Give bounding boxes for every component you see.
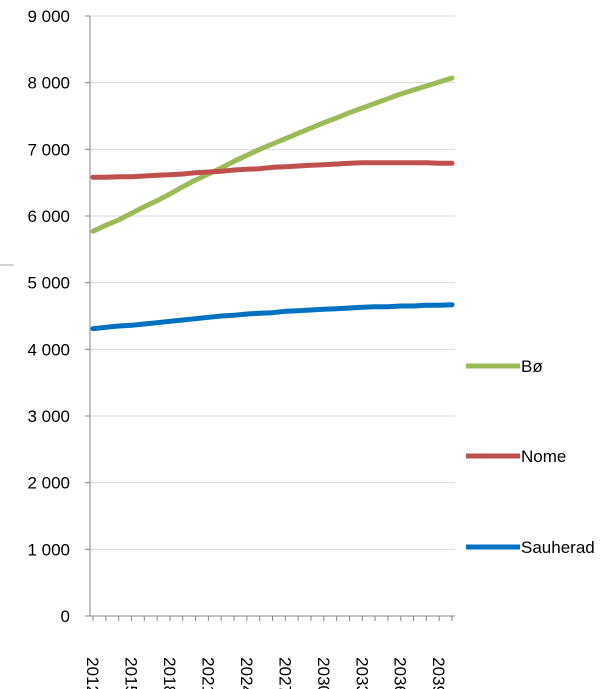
series-line-b- — [90, 75, 455, 234]
x-tick-label: 2021 — [198, 657, 217, 689]
y-tick-label: 4 000 — [27, 340, 70, 359]
y-tick-label: 8 000 — [27, 74, 70, 93]
y-axis-ticks: 0 1 000 2 000 3 000 4 000 5 000 6 000 7 000 8 00… — [27, 7, 90, 626]
x-tick-label: 2030 — [314, 657, 333, 689]
x-tick-label: 2024 — [237, 657, 256, 689]
y-tick-label: 0 — [61, 607, 70, 626]
x-tick-label: 2012 — [83, 657, 102, 689]
x-tick-label: 2033 — [352, 657, 371, 689]
y-tick-label: 1 000 — [27, 540, 70, 559]
x-tick-label: 2018 — [160, 657, 179, 689]
y-tick-label: 6 000 — [27, 207, 70, 226]
series-lines — [90, 75, 455, 332]
y-tick-label: 3 000 — [27, 407, 70, 426]
y-tick-label: 7 000 — [27, 140, 70, 159]
y-tick-label: 5 000 — [27, 274, 70, 293]
x-axis-ticks: 2012 2015 2018 2021 2024 2027 2030 2033 2036 2039 — [83, 616, 453, 689]
legend-label-nome: Nome — [521, 447, 566, 466]
x-tick-label: 2036 — [391, 657, 410, 689]
gridlines — [90, 15, 455, 550]
x-tick-label: 2039 — [429, 657, 448, 689]
x-tick-label: 2015 — [121, 657, 140, 689]
x-tick-label: 2027 — [275, 657, 294, 689]
legend-label-b-: Bø — [521, 357, 543, 376]
series-line-nome — [90, 160, 455, 180]
y-tick-label: 9 000 — [27, 7, 70, 26]
legend: Bø Nome Sauherad — [466, 357, 595, 557]
series-line-sauherad — [90, 302, 455, 332]
legend-label-sauherad: Sauherad — [521, 538, 595, 557]
y-tick-label: 2 000 — [27, 474, 70, 493]
